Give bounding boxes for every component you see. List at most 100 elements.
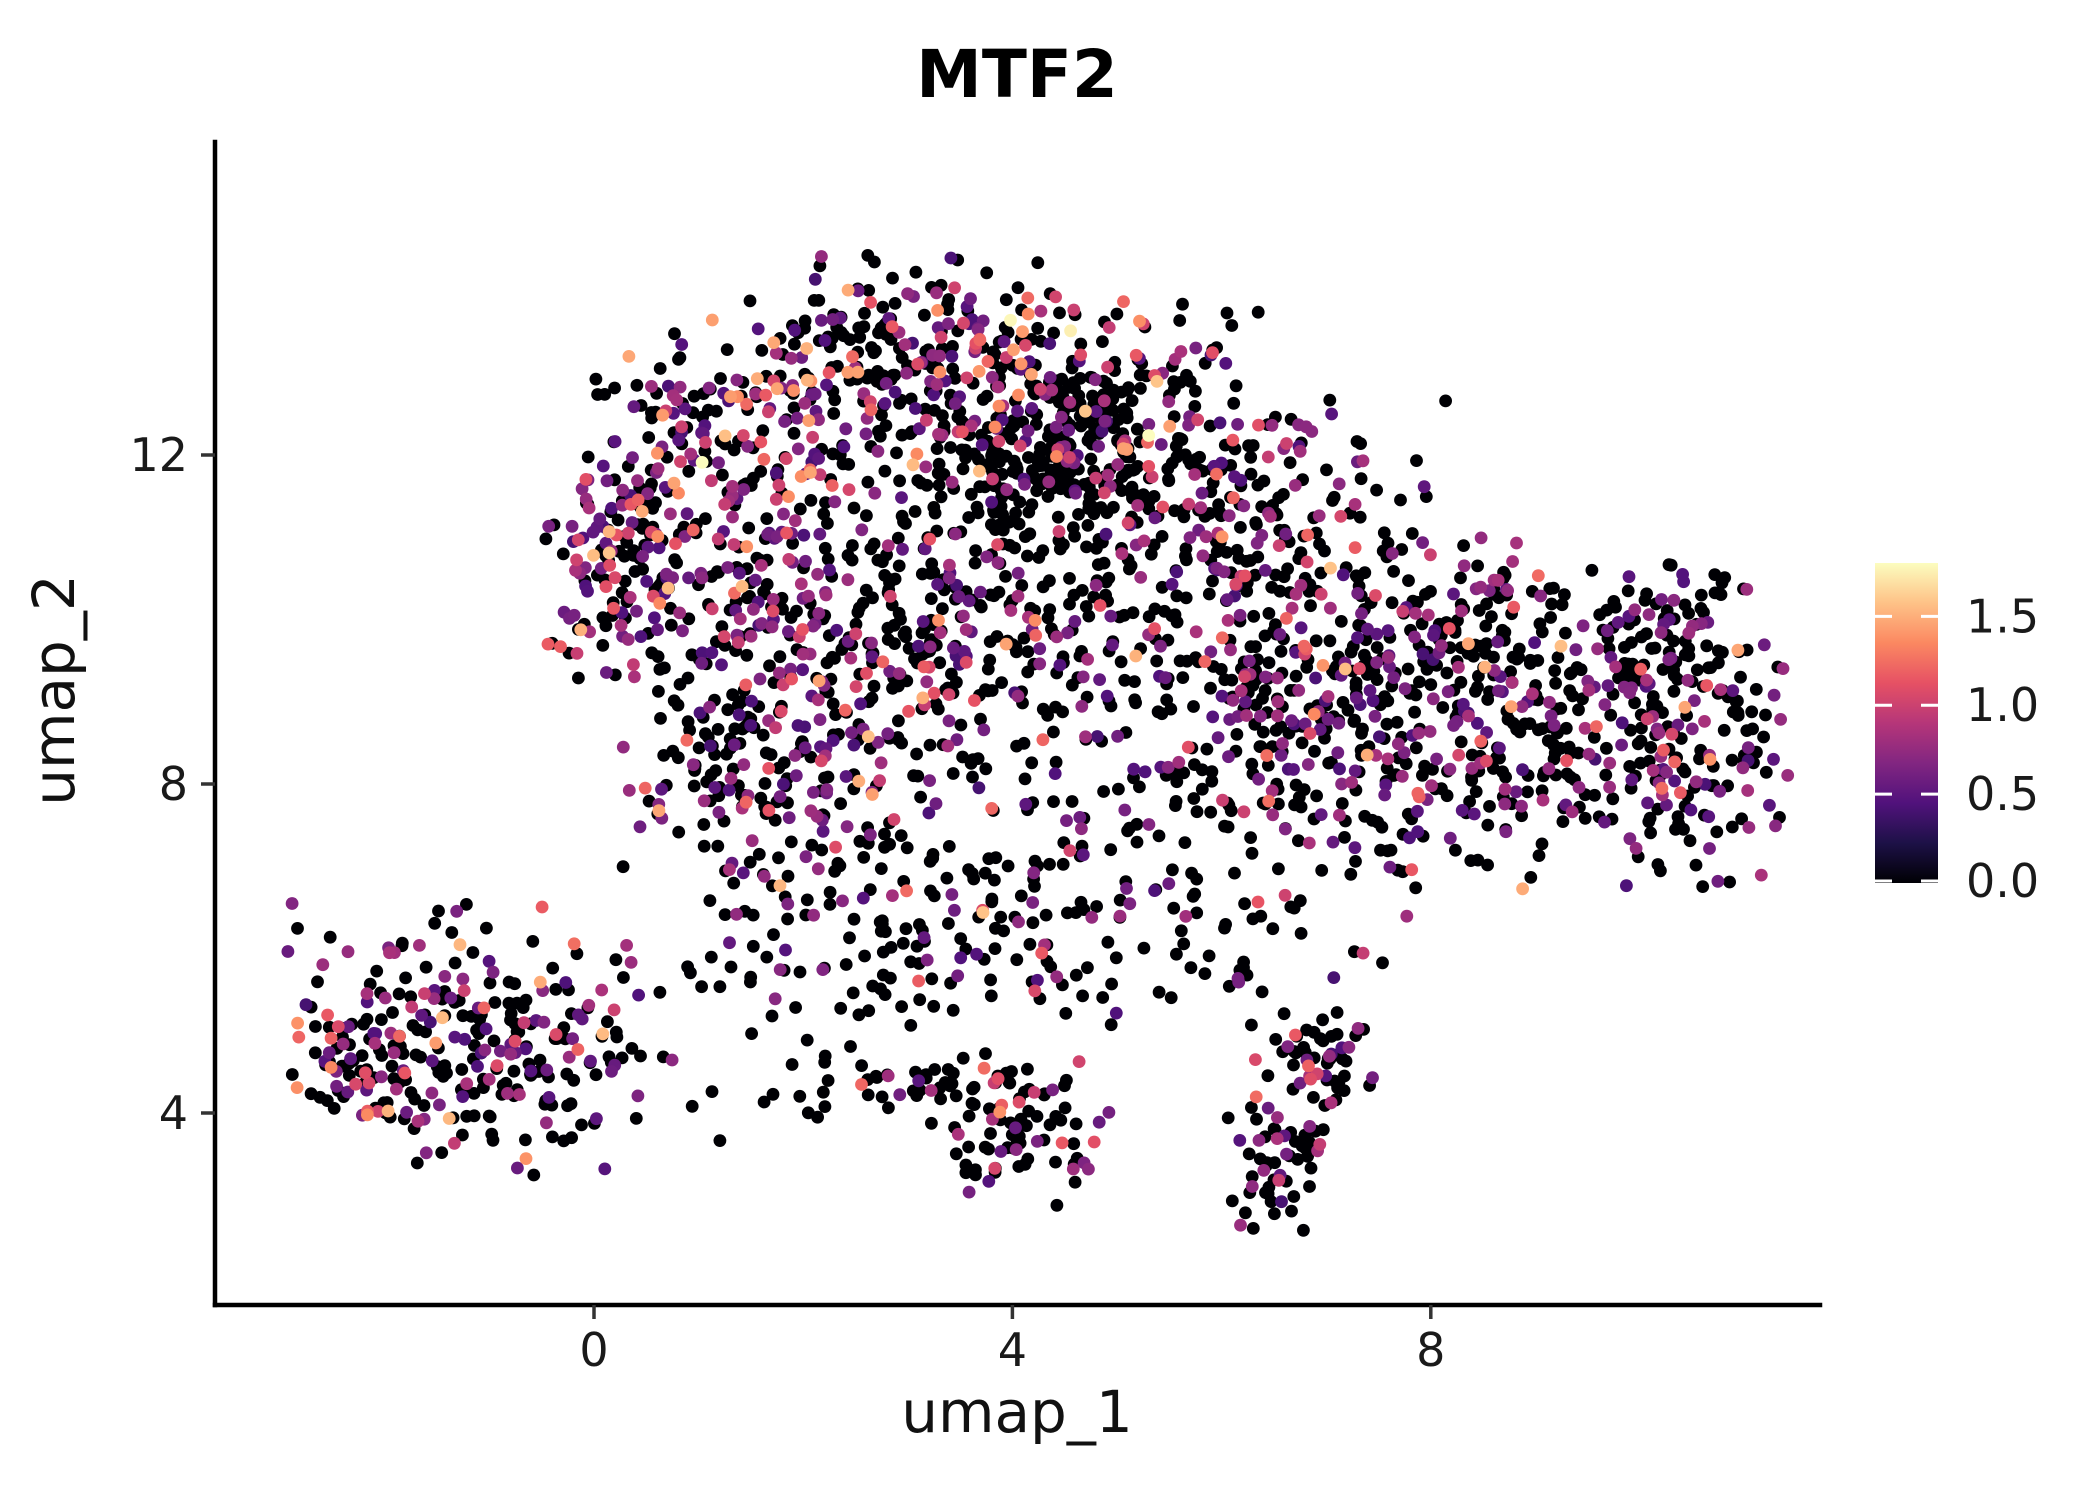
data-point: [746, 908, 760, 922]
data-point: [1049, 1155, 1062, 1169]
data-point: [1749, 683, 1763, 696]
data-point: [1249, 516, 1263, 529]
data-point: [1390, 715, 1404, 729]
data-point: [952, 590, 966, 604]
data-point: [1176, 671, 1190, 684]
data-point: [684, 447, 698, 461]
data-point: [1426, 692, 1440, 706]
data-point: [616, 860, 630, 874]
data-point: [800, 893, 814, 907]
data-point: [1009, 640, 1023, 654]
data-point: [1011, 589, 1025, 603]
data-point: [1123, 821, 1136, 835]
data-point: [1080, 540, 1093, 554]
data-point: [1217, 565, 1231, 579]
data-point: [1093, 599, 1107, 612]
data-point: [854, 697, 867, 711]
data-point: [1524, 871, 1538, 884]
data-point: [781, 912, 794, 926]
data-point: [931, 578, 944, 591]
data-point: [669, 537, 682, 550]
data-point: [1271, 671, 1284, 685]
data-point: [1238, 670, 1251, 683]
data-point: [1210, 467, 1223, 481]
data-point: [770, 382, 784, 396]
data-point: [1148, 511, 1162, 525]
data-point: [1682, 649, 1696, 663]
data-point: [1348, 713, 1361, 727]
data-point: [1304, 1072, 1317, 1086]
data-point: [883, 837, 896, 851]
data-point: [1353, 510, 1367, 524]
data-point: [964, 487, 978, 501]
data-point: [1481, 858, 1494, 872]
data-point: [793, 965, 807, 979]
data-point: [878, 827, 891, 841]
data-point: [774, 704, 788, 718]
data-point: [925, 557, 939, 571]
data-point: [542, 1091, 556, 1104]
data-point: [718, 429, 732, 443]
data-point: [651, 530, 665, 543]
data-point: [1021, 1062, 1034, 1076]
data-point: [1245, 1180, 1259, 1193]
data-point: [934, 1092, 947, 1106]
data-point: [413, 939, 426, 952]
data-point: [342, 1020, 355, 1034]
data-point: [1279, 527, 1293, 541]
data-point: [584, 1054, 597, 1068]
data-point: [425, 1054, 439, 1068]
data-point: [943, 1079, 957, 1093]
data-point: [1560, 754, 1573, 768]
data-point: [1096, 991, 1110, 1004]
data-point: [342, 1069, 356, 1082]
data-point: [673, 678, 687, 691]
data-point: [1289, 587, 1303, 601]
data-point: [966, 770, 979, 784]
data-point: [1226, 433, 1240, 447]
data-point: [977, 723, 991, 737]
data-point: [1474, 531, 1488, 545]
data-point: [931, 304, 944, 317]
data-point: [526, 935, 540, 948]
data-point: [316, 958, 330, 972]
data-point: [1254, 909, 1268, 923]
data-point: [1776, 662, 1790, 675]
data-point: [991, 380, 1005, 394]
data-point: [993, 1105, 1007, 1119]
data-point: [984, 973, 997, 987]
data-point: [445, 926, 459, 939]
data-point: [822, 366, 836, 379]
data-point: [378, 991, 392, 1005]
data-point: [767, 928, 780, 941]
data-point: [1222, 509, 1236, 523]
data-point: [1555, 598, 1569, 612]
data-point: [1293, 894, 1307, 908]
data-point: [1621, 584, 1635, 598]
data-point: [598, 388, 612, 401]
data-point: [1252, 418, 1265, 432]
data-point: [1021, 424, 1035, 438]
data-point: [1215, 689, 1229, 703]
data-point: [540, 1063, 554, 1077]
data-point: [823, 885, 837, 899]
data-point: [1416, 536, 1429, 549]
data-point: [323, 930, 337, 944]
data-point: [1088, 373, 1102, 387]
data-point: [1228, 866, 1241, 880]
data-point: [1044, 960, 1058, 974]
data-point: [1104, 843, 1118, 857]
data-point: [1510, 536, 1523, 550]
data-point: [1087, 507, 1101, 521]
data-point: [1449, 843, 1462, 857]
data-point: [1642, 815, 1656, 828]
data-point: [755, 617, 769, 630]
data-point: [793, 502, 807, 516]
data-point: [501, 1087, 514, 1100]
data-point: [336, 1037, 350, 1051]
data-point: [1137, 941, 1151, 955]
data-point: [1634, 662, 1648, 676]
data-point: [942, 688, 956, 701]
data-point: [800, 373, 814, 387]
data-point: [1655, 593, 1668, 606]
